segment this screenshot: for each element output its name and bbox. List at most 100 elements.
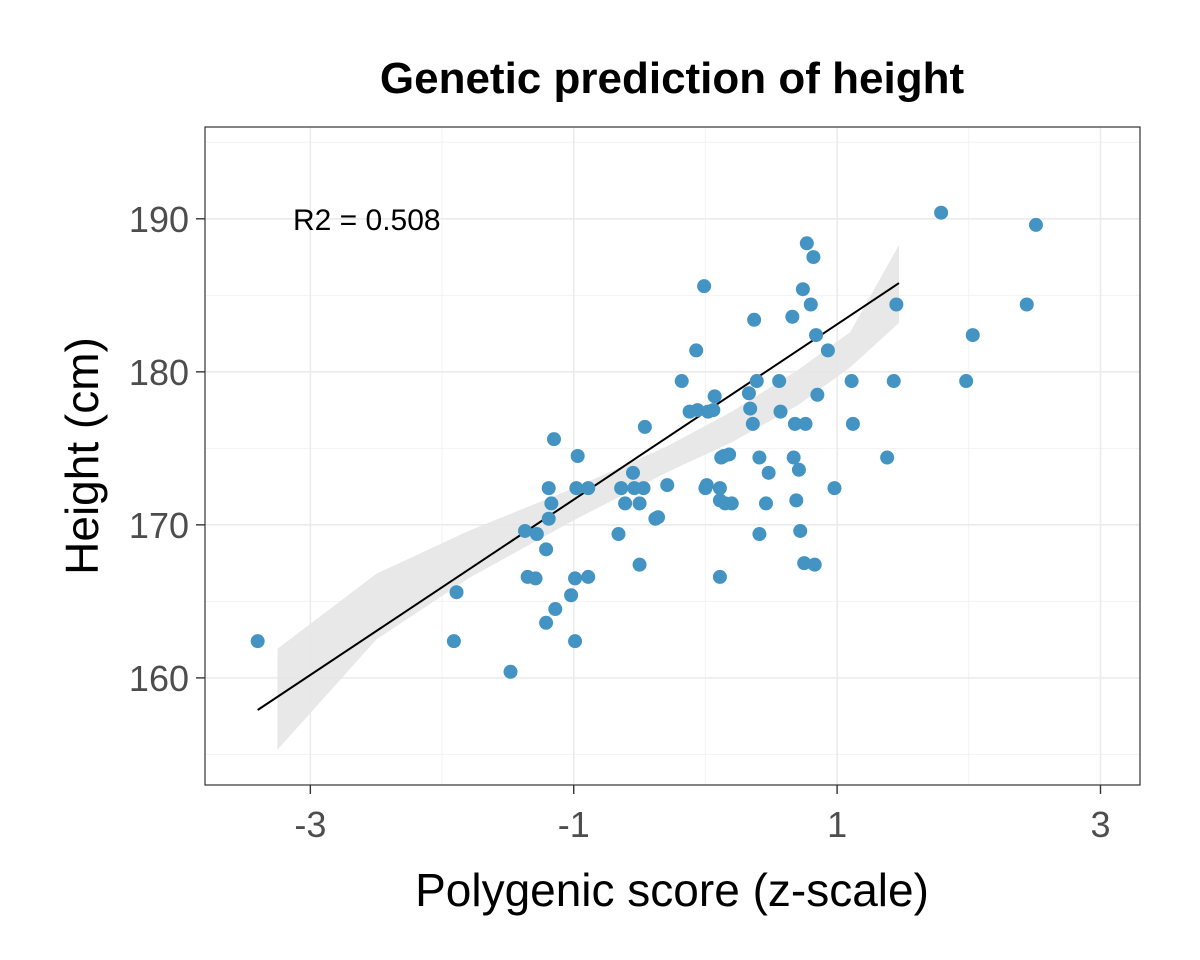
data-point — [880, 450, 895, 465]
data-point — [712, 569, 727, 584]
data-point — [761, 465, 776, 480]
data-point — [787, 416, 802, 431]
data-point — [636, 481, 651, 496]
data-point — [618, 496, 633, 511]
data-point — [809, 328, 824, 343]
data-point — [772, 374, 787, 389]
data-point — [632, 496, 647, 511]
data-point — [786, 450, 801, 465]
confidence-band — [277, 244, 900, 750]
data-point — [660, 478, 675, 493]
confidence-band-layer — [277, 244, 900, 750]
data-point — [539, 542, 554, 557]
data-point — [564, 588, 579, 603]
y-tick-label: 160 — [129, 658, 189, 699]
y-tick-label: 190 — [129, 199, 189, 240]
regression-line-layer — [257, 282, 900, 711]
data-point — [749, 374, 764, 389]
data-point — [889, 297, 904, 312]
y-axis-title: Height (cm) — [56, 337, 108, 575]
data-point — [568, 571, 583, 586]
data-point — [886, 374, 901, 389]
data-point — [743, 401, 758, 416]
data-point — [581, 481, 596, 496]
data-point — [747, 312, 762, 327]
data-point — [793, 523, 808, 538]
data-point — [651, 510, 666, 525]
data-point — [544, 496, 559, 511]
data-point — [690, 403, 705, 418]
r2-annotation: R2 = 0.508 — [293, 204, 441, 237]
data-point — [250, 634, 265, 649]
y-axis-ticks: 160 170 180 190 — [129, 199, 205, 699]
data-point — [752, 450, 767, 465]
data-point — [745, 416, 760, 431]
data-point — [674, 374, 689, 389]
x-tick-label: -3 — [294, 804, 326, 845]
data-point — [807, 557, 822, 572]
data-point — [1028, 217, 1043, 232]
plot-border — [204, 126, 1141, 786]
data-point — [798, 416, 813, 431]
data-point — [789, 493, 804, 508]
data-point — [803, 297, 818, 312]
data-point — [569, 481, 584, 496]
data-point — [797, 556, 812, 571]
data-points — [250, 205, 1043, 679]
data-point — [799, 236, 814, 251]
data-point — [637, 419, 652, 434]
data-point — [541, 511, 556, 526]
x-axis-ticks: -3 -1 1 3 — [294, 785, 1111, 845]
data-point — [503, 664, 518, 679]
chart-title: Genetic prediction of height — [380, 54, 965, 103]
data-point — [529, 527, 544, 542]
data-point — [541, 481, 556, 496]
data-point — [568, 634, 583, 649]
data-point — [724, 496, 739, 511]
data-point — [820, 343, 835, 358]
data-point — [611, 527, 626, 542]
data-point — [697, 279, 712, 294]
data-point — [791, 462, 806, 477]
data-point — [806, 250, 821, 265]
data-point — [959, 374, 974, 389]
data-point — [712, 481, 727, 496]
data-point — [581, 569, 596, 584]
data-point — [795, 282, 810, 297]
data-point — [546, 432, 561, 447]
data-point — [1019, 297, 1034, 312]
x-tick-label: 3 — [1090, 804, 1110, 845]
data-point — [706, 403, 721, 418]
x-axis-title: Polygenic score (z-scale) — [415, 864, 929, 916]
y-tick-label: 170 — [129, 505, 189, 546]
data-point — [449, 585, 464, 600]
data-point — [528, 571, 543, 586]
data-point — [934, 205, 949, 220]
data-point — [614, 481, 629, 496]
x-tick-label: 1 — [827, 804, 847, 845]
data-point — [548, 602, 563, 617]
data-point — [518, 523, 533, 538]
data-point — [827, 481, 842, 496]
data-point — [722, 447, 737, 462]
regression-line — [257, 282, 900, 711]
data-point — [741, 386, 756, 401]
data-point — [773, 404, 788, 419]
x-tick-label: -1 — [558, 804, 590, 845]
data-point — [570, 449, 585, 463]
y-tick-label: 180 — [129, 352, 189, 393]
data-point — [785, 309, 800, 324]
data-point — [707, 389, 722, 404]
data-point — [539, 615, 554, 630]
data-point — [625, 465, 640, 480]
data-point — [632, 557, 647, 572]
data-point — [689, 343, 704, 358]
data-point — [845, 416, 860, 431]
data-point — [810, 387, 825, 402]
data-point — [752, 527, 767, 542]
data-point — [446, 634, 461, 649]
data-point — [699, 478, 714, 493]
data-point — [759, 496, 773, 511]
data-point — [844, 374, 859, 389]
